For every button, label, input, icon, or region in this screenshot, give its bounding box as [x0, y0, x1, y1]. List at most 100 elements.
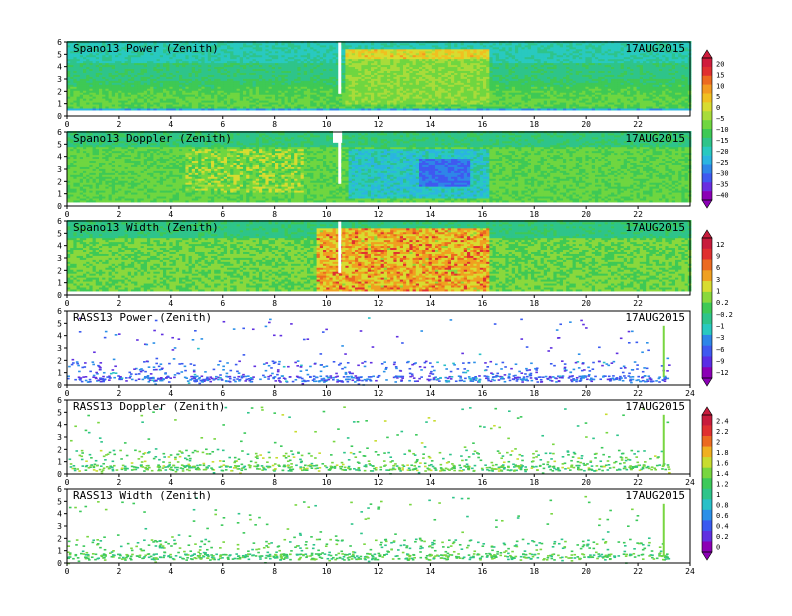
heatmap-cell — [118, 88, 122, 91]
heatmap-cell — [76, 50, 81, 54]
heatmap-cell — [118, 94, 122, 97]
heatmap-cell — [79, 56, 84, 60]
heatmap-cell — [121, 104, 125, 107]
heatmap-cell — [67, 64, 71, 68]
heatmap-cell — [95, 58, 100, 62]
heatmap-cell — [111, 46, 116, 50]
heatmap-cell — [73, 106, 77, 109]
heatmap-cell — [108, 48, 113, 52]
heatmap-cell — [73, 44, 77, 48]
heatmap-cell — [67, 44, 71, 48]
heatmap-cell — [118, 82, 122, 85]
heatmap-cell — [83, 52, 87, 56]
heatmap-cell — [111, 72, 116, 75]
heatmap-cell — [115, 52, 119, 56]
heatmap-cell — [92, 54, 97, 58]
heatmap-cell — [73, 46, 77, 50]
heatmap-cell — [70, 76, 74, 79]
heatmap-cell — [105, 80, 109, 83]
heatmap-cell — [118, 52, 122, 56]
heatmap-cell — [108, 102, 113, 105]
heatmap-cell — [99, 62, 103, 66]
heatmap-cell — [108, 94, 113, 97]
heatmap-cell — [67, 92, 71, 95]
heatmap-cell — [73, 48, 77, 52]
heatmap-cell — [105, 46, 109, 50]
heatmap-cell — [83, 90, 87, 93]
heatmap-cell — [99, 58, 103, 62]
heatmap-cell — [86, 108, 90, 111]
heatmap-cell — [73, 76, 77, 79]
heatmap-cell — [115, 44, 119, 48]
heatmap-cell — [95, 82, 100, 85]
heatmap-cell — [118, 60, 122, 64]
heatmap-cell — [108, 84, 113, 87]
heatmap-cell — [92, 70, 97, 73]
heatmap-cell — [105, 76, 109, 79]
heatmap-cell — [79, 104, 84, 107]
heatmap-cell — [111, 84, 116, 87]
heatmap-cell — [86, 60, 90, 64]
heatmap-cell — [95, 66, 100, 70]
heatmap-cell — [111, 52, 116, 56]
heatmap-cell — [108, 88, 113, 91]
heatmap-cell — [105, 48, 109, 52]
heatmap-cell — [70, 90, 74, 93]
heatmap-cell — [89, 74, 93, 77]
heatmap-cell — [73, 74, 77, 77]
heatmap-cell — [92, 72, 97, 75]
heatmap-cell — [89, 100, 93, 103]
heatmap-cell — [102, 48, 106, 52]
heatmap-cell — [73, 52, 77, 56]
heatmap-cell — [86, 52, 90, 56]
heatmap-cell — [111, 86, 116, 89]
heatmap-cell — [108, 78, 113, 81]
heatmap-cell — [76, 76, 81, 79]
heatmap-cell — [95, 44, 100, 48]
heatmap-cell — [76, 62, 81, 66]
heatmap-cell — [102, 62, 106, 66]
heatmap-cell — [89, 92, 93, 95]
heatmap-cell — [79, 78, 84, 81]
heatmap-cell — [118, 44, 122, 48]
heatmap-cell — [102, 42, 106, 46]
heatmap-cell — [108, 86, 113, 89]
heatmap-cell — [86, 56, 90, 60]
heatmap-cell — [99, 94, 103, 97]
heatmap-cell — [102, 68, 106, 72]
heatmap-cell — [79, 74, 84, 77]
heatmap-cell — [79, 44, 84, 48]
heatmap-cell — [83, 46, 87, 50]
heatmap-cell — [108, 106, 113, 109]
heatmap-cell — [89, 76, 93, 79]
heatmap-cell — [105, 62, 109, 66]
heatmap-cell — [102, 44, 106, 48]
heatmap-cell — [86, 62, 90, 66]
heatmap-cell — [67, 68, 71, 72]
heatmap-cell — [83, 86, 87, 89]
heatmap-cell — [67, 86, 71, 89]
heatmap-cell — [102, 90, 106, 93]
heatmap-cell — [86, 74, 90, 77]
heatmap-cell — [111, 96, 116, 99]
heatmap-cell — [105, 94, 109, 97]
heatmap-cell — [92, 68, 97, 72]
heatmap-cell — [73, 60, 77, 64]
heatmap-cell — [79, 58, 84, 62]
heatmap-cell — [76, 78, 81, 81]
heatmap-cell — [105, 42, 109, 46]
heatmap-cell — [95, 52, 100, 56]
heatmap-cell — [76, 60, 81, 64]
heatmap-cell — [121, 100, 125, 103]
heatmap-cell — [102, 98, 106, 101]
heatmap-cell — [108, 68, 113, 72]
heatmap-cell — [79, 88, 84, 91]
heatmap-cell — [118, 106, 122, 109]
heatmap-cell — [95, 104, 100, 107]
heatmap-cell — [92, 58, 97, 62]
heatmap-cell — [95, 86, 100, 89]
heatmap-cell — [86, 80, 90, 83]
heatmap-cell — [86, 84, 90, 87]
heatmap-cell — [92, 96, 97, 99]
